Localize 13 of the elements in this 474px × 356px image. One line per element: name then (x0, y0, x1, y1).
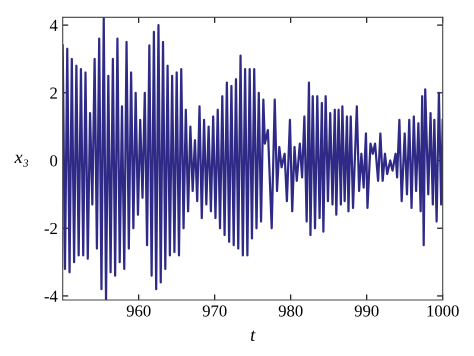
y-axis-title: x₃ (14, 154, 28, 167)
x-axis-title: t (250, 330, 256, 342)
x-tick-label: 970 (202, 305, 227, 317)
y-tick-label: 0 (50, 155, 58, 166)
line-series (62, 17, 443, 300)
y-tick-label: 4 (50, 20, 58, 31)
x-tick-label: 1000 (428, 305, 459, 317)
y-tick-label: -4 (44, 290, 58, 302)
y-tick-label: -2 (44, 222, 57, 234)
y-tick-label: 2 (50, 88, 57, 99)
x-tick-label: 980 (278, 305, 303, 317)
x-tick-label: 960 (126, 305, 151, 317)
x-tick-label: 990 (354, 305, 379, 317)
